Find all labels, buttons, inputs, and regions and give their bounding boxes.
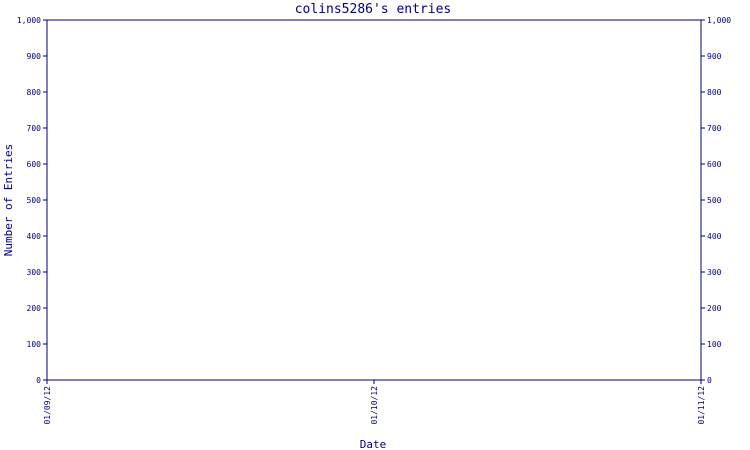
y-tick-label-left: 400 bbox=[27, 232, 42, 241]
plot-frame bbox=[46, 19, 702, 381]
y-tick-label-right: 800 bbox=[707, 88, 722, 97]
y-tick-label-left: 700 bbox=[27, 124, 42, 133]
y-tick-label-left: 900 bbox=[27, 52, 42, 61]
y-tick-label-right: 700 bbox=[707, 124, 722, 133]
y-tick-label-left: 600 bbox=[27, 160, 42, 169]
left-axis: 0 100 200 300 400 500 600 700 800 900 1,000 bbox=[17, 16, 47, 385]
y-tick-label-left: 0 bbox=[36, 376, 41, 385]
right-axis: 0 100 200 300 400 500 600 700 800 900 1,000 bbox=[701, 16, 731, 385]
y-tick-label-right: 100 bbox=[707, 340, 722, 349]
y-tick-label-right: 600 bbox=[707, 160, 722, 169]
x-axis-label: Date bbox=[360, 438, 387, 450]
y-tick-label-right: 500 bbox=[707, 196, 722, 205]
x-tick-label: 01/09/12 bbox=[43, 386, 52, 425]
y-tick-label-left: 1,000 bbox=[17, 16, 41, 25]
y-tick-label-left: 500 bbox=[27, 196, 42, 205]
y-tick-label-right: 900 bbox=[707, 52, 722, 61]
y-tick-label-right: 0 bbox=[707, 376, 712, 385]
y-tick-label-right: 1,000 bbox=[707, 16, 731, 25]
y-tick-label-left: 100 bbox=[27, 340, 42, 349]
x-tick-label: 01/11/12 bbox=[697, 386, 706, 425]
y-tick-label-left: 200 bbox=[27, 304, 42, 313]
y-tick-label-right: 200 bbox=[707, 304, 722, 313]
y-tick-label-left: 800 bbox=[27, 88, 42, 97]
chart-title: colins5286's entries bbox=[295, 2, 452, 17]
x-axis: 01/09/12 01/10/12 01/11/12 bbox=[43, 380, 706, 425]
y-axis-label: Number of Entries bbox=[2, 144, 15, 257]
y-tick-label-left: 300 bbox=[27, 268, 42, 277]
y-tick-label-right: 400 bbox=[707, 232, 722, 241]
x-tick-label: 01/10/12 bbox=[370, 386, 379, 425]
y-tick-label-right: 300 bbox=[707, 268, 722, 277]
